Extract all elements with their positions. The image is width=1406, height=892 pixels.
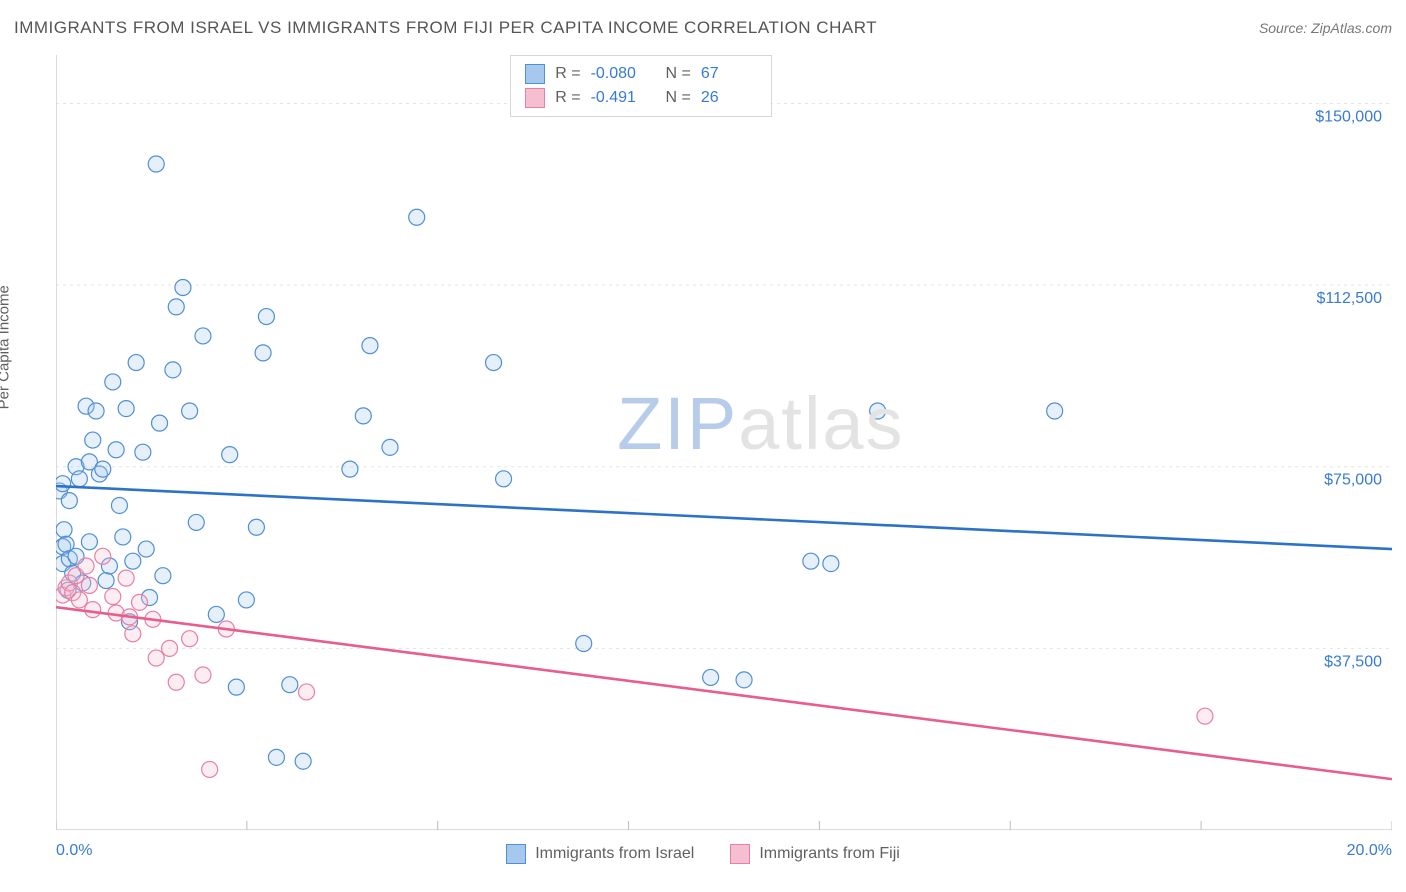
scatter-point [382,439,398,455]
scatter-point [125,626,141,642]
y-tick-label: $37,500 [1324,653,1382,670]
scatter-point [95,461,111,477]
legend-swatch [525,88,545,108]
y-axis-label: Per Capita Income [0,285,13,409]
scatter-point [496,471,512,487]
y-tick-label: $112,500 [1316,290,1382,307]
scatter-point [135,444,151,460]
scatter-point [56,522,72,538]
stats-row: R = -0.491 N = 26 [525,86,757,110]
scatter-point [823,556,839,572]
scatter-point [202,761,218,777]
stats-row: R = -0.080 N = 67 [525,62,757,86]
scatter-point [282,677,298,693]
scatter-point [111,497,127,513]
scatter-point [152,415,168,431]
scatter-point [182,631,198,647]
scatter-point [71,592,87,608]
chart-source: Source: ZipAtlas.com [1259,20,1392,36]
legend-swatch [506,844,526,864]
scatter-point [258,309,274,325]
scatter-point [255,345,271,361]
scatter-point [118,570,134,586]
scatter-point [168,674,184,690]
scatter-plot: ZIPatlas $37,500$75,000$112,500$150,000 … [56,55,1392,830]
scatter-point [228,679,244,695]
scatter-point [1197,708,1213,724]
scatter-point [132,594,148,610]
scatter-point [299,684,315,700]
bottom-legend: Immigrants from Israel Immigrants from Fi… [14,844,1392,864]
scatter-point [486,355,502,371]
scatter-point [238,592,254,608]
chart-header: IMMIGRANTS FROM ISRAEL VS IMMIGRANTS FRO… [14,18,1392,38]
plot-svg: $37,500 $75,000 $112,500 $150,000 [56,55,1392,830]
scatter-point [355,408,371,424]
scatter-point [148,156,164,172]
scatter-point [736,672,752,688]
scatter-point [222,447,238,463]
legend-item: Immigrants from Fiji [730,844,899,864]
scatter-point [85,602,101,618]
scatter-point [81,534,97,550]
scatter-point [175,280,191,296]
scatter-point [168,299,184,315]
scatter-point [162,640,178,656]
scatter-point [1047,403,1063,419]
scatter-point [362,338,378,354]
stats-legend-box: R = -0.080 N = 67R = -0.491 N = 26 [510,55,772,117]
scatter-point [71,471,87,487]
legend-label: Immigrants from Israel [535,845,694,863]
legend-label: Immigrants from Fiji [759,845,899,863]
scatter-point [56,476,71,492]
scatter-point [115,529,131,545]
scatter-point [182,403,198,419]
scatter-point [803,553,819,569]
scatter-point [703,669,719,685]
regression-line [56,607,1392,779]
scatter-point [95,548,111,564]
scatter-point [98,573,114,589]
scatter-point [105,374,121,390]
scatter-point [195,328,211,344]
legend-item: Immigrants from Israel [506,844,694,864]
scatter-point [342,461,358,477]
scatter-point [576,636,592,652]
scatter-point [138,541,154,557]
scatter-point [128,355,144,371]
regression-line [56,486,1392,549]
scatter-point [195,667,211,683]
scatter-point [105,589,121,605]
y-tick-label: $75,000 [1324,472,1382,489]
scatter-point [108,442,124,458]
scatter-point [81,577,97,593]
legend-swatch [730,844,750,864]
scatter-point [409,209,425,225]
scatter-point [85,432,101,448]
scatter-point [61,493,77,509]
scatter-point [155,568,171,584]
scatter-point [118,401,134,417]
scatter-point [268,749,284,765]
scatter-point [125,553,141,569]
scatter-point [148,650,164,666]
scatter-point [295,753,311,769]
scatter-point [188,514,204,530]
legend-swatch [525,64,545,84]
y-tick-label: $150,000 [1315,108,1382,125]
scatter-point [78,558,94,574]
scatter-point [165,362,181,378]
scatter-point [870,403,886,419]
chart-title: IMMIGRANTS FROM ISRAEL VS IMMIGRANTS FRO… [14,18,877,38]
chart-area: Per Capita Income ZIPatlas $37,500$75,00… [14,55,1392,870]
scatter-point [248,519,264,535]
scatter-point [88,403,104,419]
scatter-point [208,606,224,622]
